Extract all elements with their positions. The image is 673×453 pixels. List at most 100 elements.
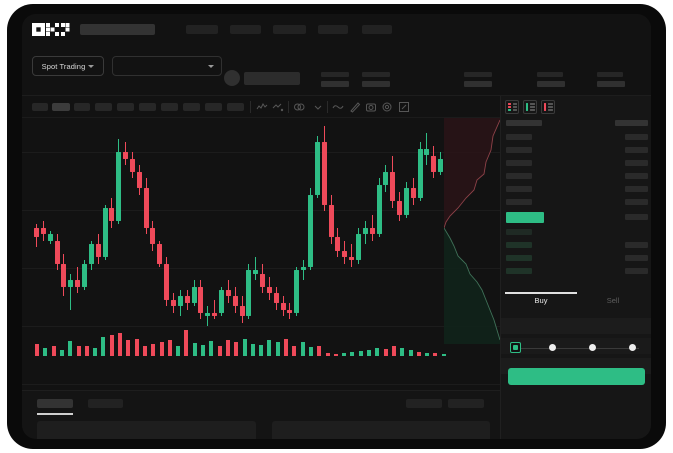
okx-logo-icon[interactable]	[32, 23, 70, 36]
trading-mode-selector[interactable]: Spot Trading	[32, 56, 104, 76]
nav-item-4[interactable]	[318, 25, 348, 34]
timeframe-button-5[interactable]	[117, 103, 134, 111]
candlestick	[40, 118, 46, 390]
candlestick	[191, 118, 197, 390]
price-chart[interactable]	[22, 118, 500, 390]
timeframe-button-8[interactable]	[183, 103, 200, 111]
orders-action-2[interactable]	[448, 399, 484, 408]
drawing-tools-icon[interactable]	[349, 101, 361, 113]
volume-bar	[292, 345, 297, 356]
tab-buy[interactable]: Buy	[534, 296, 548, 305]
timeframe-button-9[interactable]	[205, 103, 222, 111]
submit-order-button[interactable]	[508, 368, 645, 385]
timeframe-button-2[interactable]	[52, 103, 70, 111]
candlestick	[376, 118, 382, 390]
market-stat-label	[362, 72, 390, 77]
volume-bar	[367, 349, 371, 356]
orders-tab-history[interactable]	[88, 399, 123, 408]
orders-card-2[interactable]	[272, 421, 490, 439]
volume-bar	[342, 353, 347, 356]
volume-bar	[300, 342, 305, 356]
camera-icon[interactable]	[365, 101, 377, 113]
candlestick	[95, 118, 101, 390]
timeframe-button-10[interactable]	[227, 103, 244, 111]
volume-bar	[176, 345, 181, 356]
line-chart-icon[interactable]	[332, 101, 344, 113]
candlestick	[355, 118, 361, 390]
trade-form-field-2[interactable]	[501, 338, 651, 354]
toolbar-divider	[288, 101, 289, 113]
volume-bar	[68, 341, 73, 356]
trading-pair-selector[interactable]	[112, 56, 222, 76]
volume-bar	[35, 343, 39, 356]
volume-bar	[76, 346, 81, 356]
orders-tab-open[interactable]	[37, 399, 73, 408]
orders-action-1[interactable]	[406, 399, 442, 408]
volume-bar	[325, 353, 330, 356]
candlestick	[253, 118, 259, 390]
volume-bar	[391, 345, 396, 356]
orderbook-both-icon[interactable]	[505, 100, 519, 114]
toolbar-divider	[250, 101, 251, 113]
compare-icon[interactable]	[293, 101, 305, 113]
chevron-down-icon[interactable]	[312, 101, 324, 113]
volume-bar	[209, 341, 214, 356]
candle-body	[362, 227, 368, 235]
orderbook-buy-icon[interactable]	[523, 100, 537, 114]
nav-item-1[interactable]	[186, 25, 218, 34]
nav-item-5[interactable]	[362, 25, 392, 34]
stepper-node-1[interactable]	[510, 342, 521, 353]
candle-body	[164, 263, 170, 300]
candle-body	[136, 171, 142, 189]
volume-bar	[134, 338, 139, 356]
candlestick	[218, 118, 224, 390]
timeframe-button-4[interactable]	[95, 103, 112, 111]
trade-form-field-1[interactable]	[501, 318, 651, 334]
tab-sell[interactable]: Sell	[606, 296, 620, 305]
candlestick	[328, 118, 334, 390]
candle-body	[273, 293, 279, 304]
stepper-track	[515, 348, 639, 349]
volume-bar	[126, 340, 131, 356]
orderbook-view-modes	[505, 100, 555, 114]
gear-icon[interactable]	[381, 101, 393, 113]
timeframe-button-3[interactable]	[74, 103, 90, 111]
stepper-node-4[interactable]	[629, 344, 636, 351]
indicators-icon[interactable]	[272, 101, 284, 113]
timeframe-button-7[interactable]	[161, 103, 178, 111]
candle-body	[88, 244, 94, 264]
orders-card-1[interactable]	[37, 421, 256, 439]
orders-panel	[22, 390, 500, 439]
candlestick	[171, 118, 176, 390]
candle-body	[355, 234, 361, 261]
ask-amount	[625, 160, 648, 166]
candle-body	[102, 207, 108, 258]
volume-bar	[184, 330, 189, 356]
orderbook-and-trade-panel: Buy Sell	[500, 96, 651, 439]
orderbook-spread-highlight	[506, 212, 544, 223]
chart-gridline	[22, 384, 500, 385]
chart-type-icon[interactable]	[256, 101, 268, 113]
candle-body	[438, 158, 444, 172]
candlestick	[225, 118, 231, 390]
timeframe-button-1[interactable]	[32, 103, 48, 111]
candlestick	[239, 118, 245, 390]
nav-search-field[interactable]	[80, 24, 155, 35]
candle-body	[191, 286, 197, 304]
candle-wick	[303, 260, 305, 281]
nav-item-3[interactable]	[273, 25, 306, 34]
ask-amount	[625, 173, 648, 179]
fullscreen-expand-icon[interactable]	[398, 101, 410, 113]
volume-bar	[308, 347, 313, 356]
stepper-node-3[interactable]	[589, 344, 596, 351]
candle-body	[150, 227, 156, 245]
candle-body	[75, 280, 81, 287]
amount-percent-stepper[interactable]	[501, 339, 651, 359]
market-stat-4	[537, 72, 565, 87]
nav-item-2[interactable]	[230, 25, 261, 34]
stepper-node-2[interactable]	[549, 344, 556, 351]
timeframe-button-6[interactable]	[139, 103, 156, 111]
candle-body	[232, 296, 238, 307]
orderbook-sell-icon[interactable]	[541, 100, 555, 114]
